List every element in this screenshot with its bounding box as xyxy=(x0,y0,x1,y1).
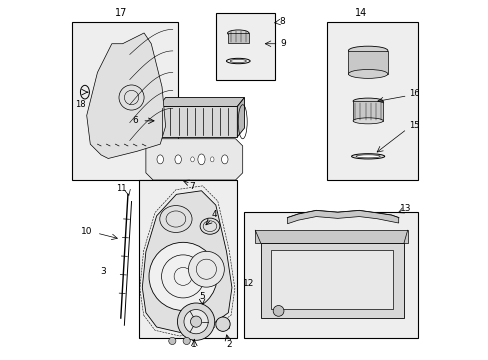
Circle shape xyxy=(183,310,208,334)
Text: 15: 15 xyxy=(409,121,419,130)
Ellipse shape xyxy=(190,157,194,162)
Circle shape xyxy=(188,251,224,287)
Ellipse shape xyxy=(352,98,383,104)
Polygon shape xyxy=(142,191,231,332)
Polygon shape xyxy=(145,139,242,180)
Ellipse shape xyxy=(355,155,379,158)
Bar xyxy=(347,51,387,74)
Bar xyxy=(215,13,274,80)
Ellipse shape xyxy=(198,154,204,165)
Text: 8: 8 xyxy=(279,17,285,26)
Bar xyxy=(227,33,248,43)
Ellipse shape xyxy=(221,155,227,164)
Bar xyxy=(244,212,418,338)
Polygon shape xyxy=(158,98,244,107)
Circle shape xyxy=(168,337,176,345)
Text: 5: 5 xyxy=(199,292,204,301)
Circle shape xyxy=(149,242,217,310)
Text: 16: 16 xyxy=(408,89,419,98)
Circle shape xyxy=(190,316,201,327)
Polygon shape xyxy=(287,211,398,224)
Polygon shape xyxy=(86,33,165,158)
Text: 10: 10 xyxy=(81,228,92,237)
Text: 18: 18 xyxy=(75,100,85,109)
Bar xyxy=(352,101,383,121)
Polygon shape xyxy=(271,250,392,309)
Ellipse shape xyxy=(227,30,248,36)
Text: 2: 2 xyxy=(226,341,232,350)
Ellipse shape xyxy=(351,154,384,159)
Bar xyxy=(139,180,237,338)
Circle shape xyxy=(215,317,230,331)
Text: 11: 11 xyxy=(116,184,126,193)
Ellipse shape xyxy=(347,46,387,55)
Text: 4: 4 xyxy=(211,210,216,219)
Circle shape xyxy=(183,337,190,345)
Text: 1: 1 xyxy=(191,341,197,350)
Ellipse shape xyxy=(347,69,387,78)
Text: 12: 12 xyxy=(243,279,254,288)
Ellipse shape xyxy=(157,155,163,164)
Ellipse shape xyxy=(160,206,192,233)
Text: 9: 9 xyxy=(280,39,285,48)
Text: 7: 7 xyxy=(189,181,195,190)
Bar xyxy=(72,22,178,180)
Ellipse shape xyxy=(175,155,181,164)
Polygon shape xyxy=(237,98,244,137)
Text: 3: 3 xyxy=(100,267,105,276)
Bar xyxy=(326,22,418,180)
Ellipse shape xyxy=(210,157,214,162)
Text: 6: 6 xyxy=(132,116,138,125)
Polygon shape xyxy=(158,107,237,137)
Circle shape xyxy=(177,303,214,340)
Text: 13: 13 xyxy=(399,204,411,213)
Ellipse shape xyxy=(352,118,383,124)
Text: 14: 14 xyxy=(354,8,366,18)
Polygon shape xyxy=(255,230,407,243)
Circle shape xyxy=(273,306,284,316)
Text: 17: 17 xyxy=(114,8,127,18)
Polygon shape xyxy=(260,243,403,318)
